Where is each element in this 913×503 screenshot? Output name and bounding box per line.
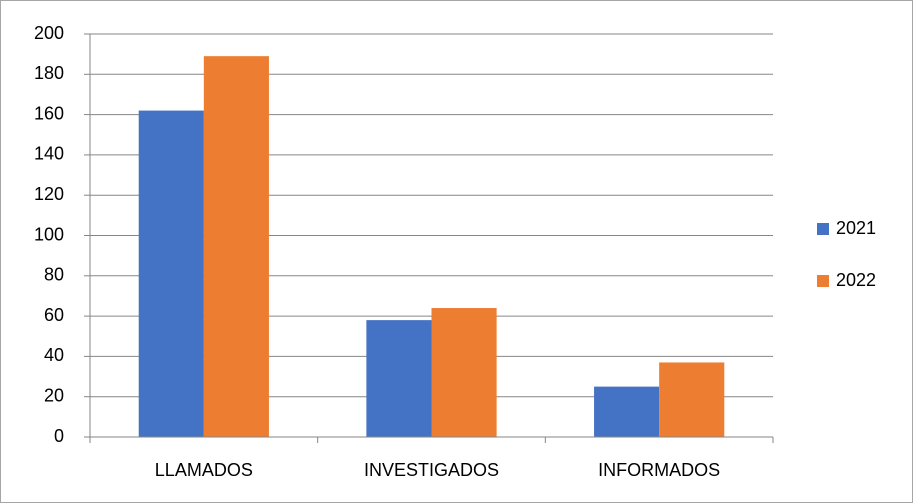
x-tick-label: INFORMADOS <box>598 460 720 480</box>
bar <box>659 362 725 437</box>
y-tick-label: 160 <box>34 103 64 123</box>
y-tick-label: 200 <box>34 23 64 43</box>
y-tick-label: 140 <box>34 144 64 164</box>
legend-label: 2022 <box>836 270 876 290</box>
y-tick-label: 100 <box>34 224 64 244</box>
y-tick-label: 40 <box>44 345 64 365</box>
bar <box>366 320 432 437</box>
legend-swatch <box>817 223 829 235</box>
y-tick-label: 60 <box>44 305 64 325</box>
x-tick-label: INVESTIGADOS <box>364 460 499 480</box>
bar <box>594 386 660 437</box>
y-tick-label: 120 <box>34 184 64 204</box>
bar <box>138 110 204 437</box>
y-tick-label: 180 <box>34 63 64 83</box>
x-tick-label: LLAMADOS <box>155 460 253 480</box>
bar <box>203 56 269 437</box>
y-tick-label: 0 <box>54 426 64 446</box>
legend-label: 2021 <box>836 218 876 238</box>
bar <box>431 308 497 437</box>
y-tick-label: 20 <box>44 385 64 405</box>
y-tick-label: 80 <box>44 265 64 285</box>
legend-swatch <box>817 275 829 287</box>
